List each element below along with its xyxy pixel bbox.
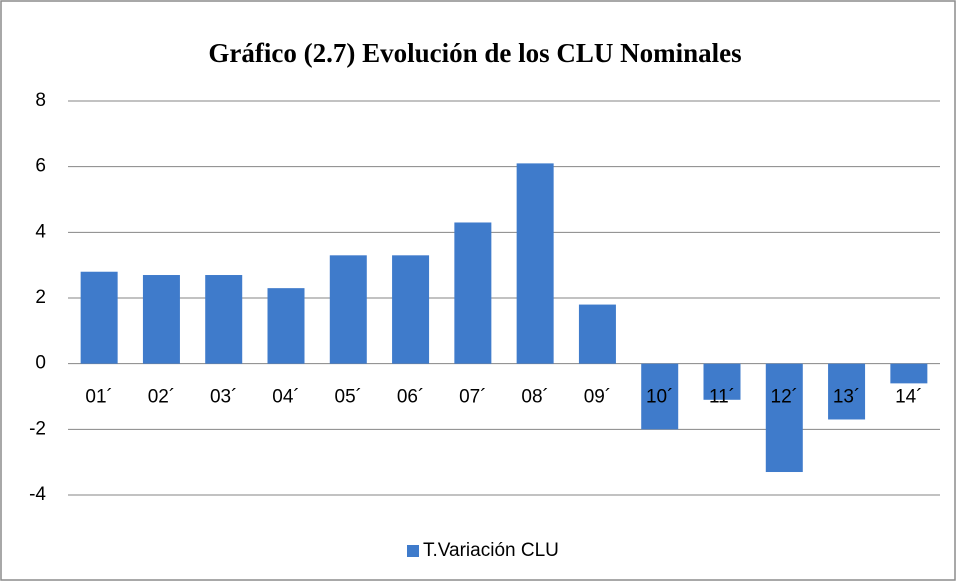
x-tick-label: 06´ (397, 387, 424, 408)
bar (80, 271, 118, 364)
x-tick-label: 12´ (771, 387, 798, 408)
bar (765, 363, 803, 473)
x-tick-label: 03´ (210, 387, 237, 408)
bar (828, 363, 866, 420)
bar (890, 363, 928, 384)
bar (516, 163, 554, 364)
x-tick-label: 11´ (709, 387, 735, 408)
bar (641, 363, 679, 430)
chart-title: Gráfico (2.7) Evolución de los CLU Nomin… (208, 38, 741, 68)
x-tick-label: 04´ (272, 387, 299, 408)
x-tick-label: 07´ (459, 387, 486, 408)
x-tick-label: 01´ (85, 387, 112, 408)
x-tick-label: 02´ (148, 387, 175, 408)
y-tick-label: 4 (35, 221, 46, 242)
y-tick-label: -2 (29, 418, 46, 439)
legend-label: T.Variación CLU (423, 540, 559, 561)
y-tick-label: 6 (35, 156, 46, 177)
y-tick-label: 2 (35, 287, 46, 308)
legend-swatch (407, 545, 419, 557)
bar (454, 222, 492, 364)
bar (392, 255, 430, 364)
y-tick-label: -4 (29, 484, 46, 505)
bar (205, 275, 243, 364)
x-tick-label: 14´ (895, 387, 922, 408)
x-tick-label: 05´ (335, 387, 362, 408)
x-tick-label: 10´ (646, 387, 673, 408)
bar (267, 288, 305, 364)
bar (329, 255, 367, 364)
y-tick-label: 8 (35, 90, 46, 111)
x-tick-label: 13´ (833, 387, 860, 408)
y-tick-label: 0 (35, 353, 46, 374)
bar (703, 363, 741, 400)
bar (578, 304, 616, 364)
bar (142, 275, 180, 364)
x-tick-label: 09´ (584, 387, 611, 408)
x-tick-label: 08´ (521, 387, 548, 408)
